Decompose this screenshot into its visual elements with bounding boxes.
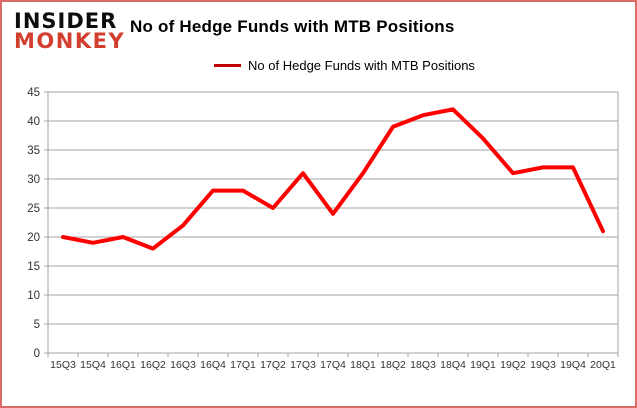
x-tick-label: 20Q1: [590, 359, 616, 371]
x-tick-label: 19Q3: [530, 359, 556, 371]
x-tick-label: 18Q3: [410, 359, 436, 371]
x-tick-label: 19Q1: [470, 359, 496, 371]
y-tick-label: 0: [34, 348, 40, 360]
y-tick-label: 35: [27, 145, 40, 157]
logo-word-monkey: MONKEY: [14, 29, 126, 53]
x-tick-label: 16Q3: [170, 359, 196, 371]
y-tick-label: 15: [27, 261, 40, 273]
x-tick-label: 18Q4: [440, 359, 466, 371]
legend-label: No of Hedge Funds with MTB Positions: [248, 58, 475, 73]
x-tick-label: 16Q2: [140, 359, 166, 371]
x-tick-label: 15Q4: [80, 359, 106, 371]
x-tick-label: 16Q1: [110, 359, 136, 371]
x-tick-label: 19Q2: [500, 359, 526, 371]
y-tick-label: 5: [34, 319, 40, 331]
chart-title: No of Hedge Funds with MTB Positions: [130, 17, 455, 36]
x-tick-label: 15Q3: [50, 359, 76, 371]
x-tick-label: 17Q1: [230, 359, 256, 371]
y-tick-label: 40: [27, 116, 40, 128]
insider-monkey-logo: INSIDER MONKEY: [14, 9, 126, 53]
legend-line-swatch-icon: [214, 64, 242, 67]
x-tick-label: 18Q2: [380, 359, 406, 371]
y-tick-label: 10: [27, 290, 40, 302]
y-tick-label: 45: [27, 87, 40, 99]
series-line-hedge-funds: [61, 107, 605, 251]
x-tick-label: 16Q4: [200, 359, 226, 371]
x-tick-label: 17Q3: [290, 359, 316, 371]
y-tick-label: 20: [27, 232, 40, 244]
chart-legend: No of Hedge Funds with MTB Positions: [28, 58, 635, 73]
y-tick-label: 30: [27, 174, 40, 186]
logo-word-insider: INSIDER: [14, 9, 118, 33]
y-tick-label: 25: [27, 203, 40, 215]
x-tick-label: 19Q4: [560, 359, 586, 371]
x-tick-label: 17Q4: [320, 359, 346, 371]
x-tick-label: 18Q1: [350, 359, 376, 371]
x-tick-label: 17Q2: [260, 359, 286, 371]
